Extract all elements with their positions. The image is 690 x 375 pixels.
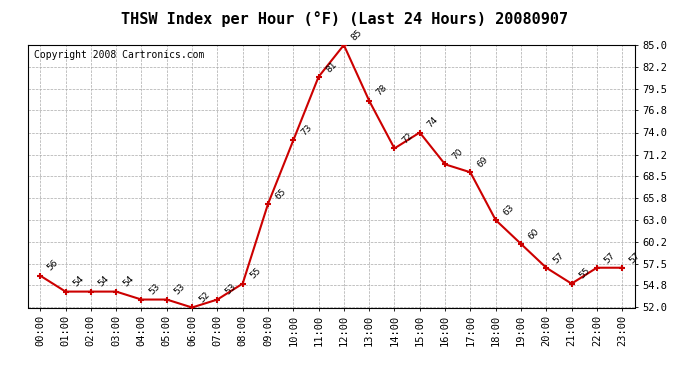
Text: 74: 74 bbox=[425, 116, 440, 130]
Text: 54: 54 bbox=[97, 274, 111, 289]
Text: 54: 54 bbox=[71, 274, 86, 289]
Text: 55: 55 bbox=[577, 266, 591, 281]
Text: 63: 63 bbox=[501, 203, 515, 217]
Text: 78: 78 bbox=[375, 83, 389, 98]
Text: 53: 53 bbox=[223, 282, 237, 297]
Text: 73: 73 bbox=[299, 123, 313, 138]
Text: 70: 70 bbox=[451, 147, 465, 162]
Text: 60: 60 bbox=[526, 226, 541, 241]
Text: 53: 53 bbox=[172, 282, 187, 297]
Text: THSW Index per Hour (°F) (Last 24 Hours) 20080907: THSW Index per Hour (°F) (Last 24 Hours)… bbox=[121, 11, 569, 27]
Text: 81: 81 bbox=[324, 60, 339, 74]
Text: 57: 57 bbox=[602, 251, 617, 265]
Text: 57: 57 bbox=[552, 251, 566, 265]
Text: 72: 72 bbox=[400, 131, 415, 146]
Text: 55: 55 bbox=[248, 266, 263, 281]
Text: 53: 53 bbox=[147, 282, 161, 297]
Text: 56: 56 bbox=[46, 258, 60, 273]
Text: 57: 57 bbox=[628, 251, 642, 265]
Text: 69: 69 bbox=[476, 155, 491, 170]
Text: Copyright 2008 Cartronics.com: Copyright 2008 Cartronics.com bbox=[34, 50, 204, 60]
Text: 54: 54 bbox=[121, 274, 136, 289]
Text: 85: 85 bbox=[349, 28, 364, 42]
Text: 65: 65 bbox=[273, 187, 288, 201]
Text: 52: 52 bbox=[197, 290, 212, 305]
